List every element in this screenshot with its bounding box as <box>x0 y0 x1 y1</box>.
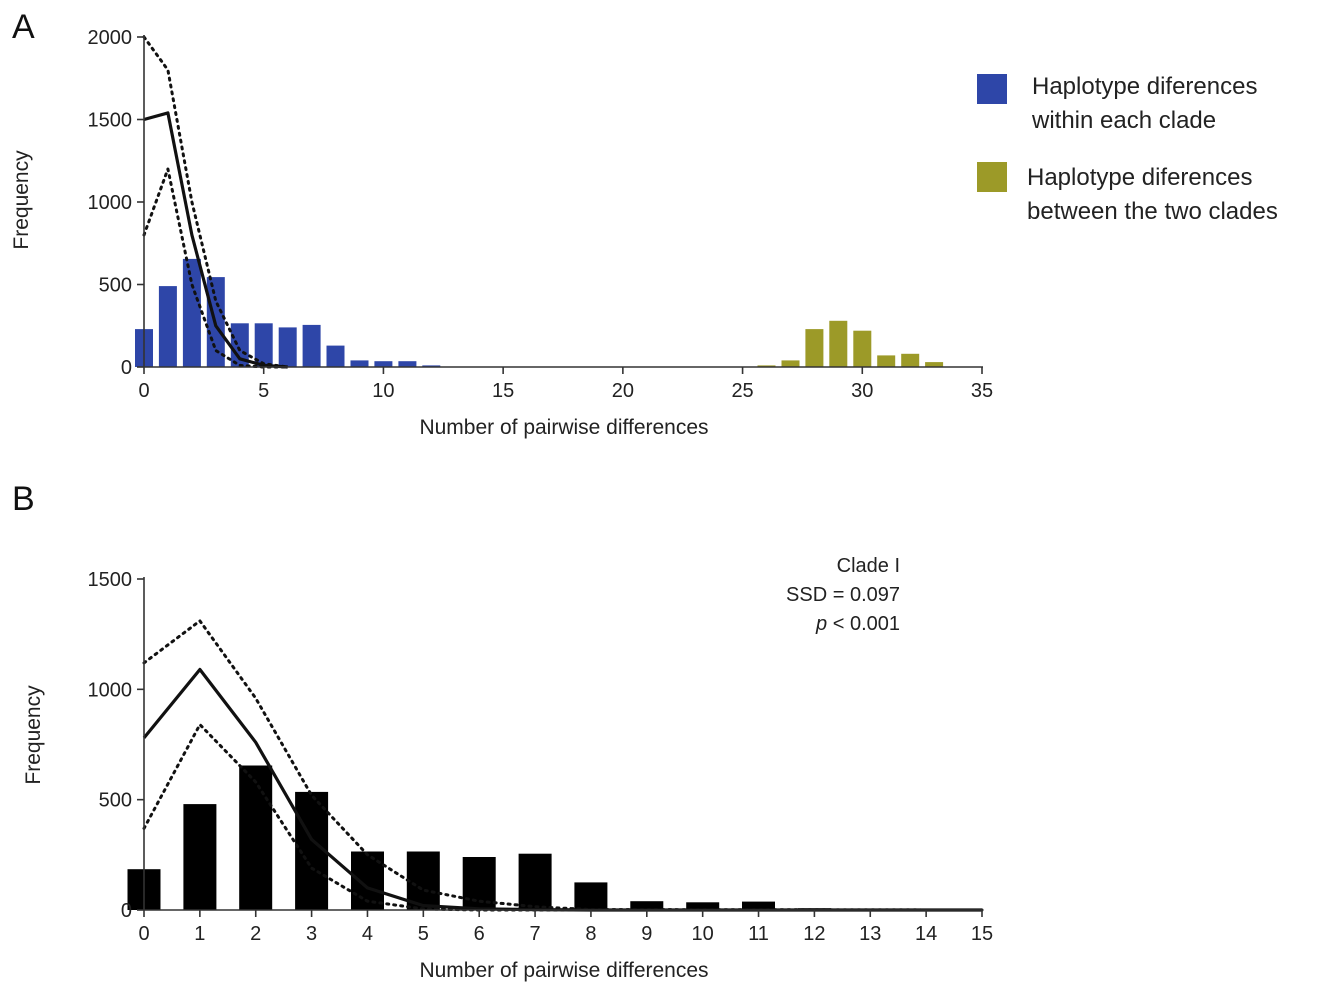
line-upper-bound <box>142 35 290 369</box>
bar-s0-x8 <box>574 882 608 910</box>
y-tick-label: 1500 <box>88 569 133 591</box>
x-tick-label: 0 <box>138 380 149 402</box>
bar-s0-x1 <box>183 804 217 910</box>
x-tick-label: 10 <box>372 380 394 402</box>
y-tick-label: 1000 <box>88 679 133 701</box>
x-tick-label: 14 <box>915 923 937 945</box>
bar-s0-x7 <box>302 324 321 367</box>
x-tick-label: 30 <box>851 380 873 402</box>
x-tick-label: 11 <box>748 923 769 945</box>
bar-s1-x27 <box>781 360 800 367</box>
bar-s0-x10 <box>686 902 720 910</box>
panel-b-x-axis-title: Number of pairwise differences <box>419 959 708 982</box>
x-tick-label: 10 <box>692 923 714 945</box>
x-tick-label: 25 <box>731 380 753 402</box>
bar-s0-x11 <box>742 901 775 910</box>
bar-s1-x30 <box>853 330 872 367</box>
x-tick-label: 15 <box>492 380 514 402</box>
bar-s1-x33 <box>925 362 944 367</box>
annotation-p-value: p < 0.001 <box>815 613 900 635</box>
x-tick-label: 3 <box>306 923 317 945</box>
bar-s0-x7 <box>518 853 552 910</box>
y-tick-label: 500 <box>99 275 132 297</box>
bar-s1-x29 <box>829 320 848 367</box>
legend-label-between-clades-line1: Haplotype diferences <box>1027 164 1252 191</box>
panel-b-annotation: Clade I SSD = 0.097 p < 0.001 <box>786 555 900 635</box>
x-tick-label: 35 <box>971 380 993 402</box>
bar-s1-x32 <box>901 353 920 367</box>
bar-s1-x28 <box>805 329 824 367</box>
x-tick-label: 1 <box>194 923 205 945</box>
bar-s0-x8 <box>326 345 345 367</box>
y-tick-label: 1000 <box>88 192 133 214</box>
panel-a-axes: 0 500 1000 1500 2000 0 5 10 15 20 25 30 35 <box>88 27 994 402</box>
panel-a-label: A <box>12 8 35 46</box>
x-tick-label: 5 <box>258 380 269 402</box>
panel-b-y-axis-title: Frequency <box>22 685 45 785</box>
y-tick-label: 0 <box>121 900 132 922</box>
annotation-p-rest: < 0.001 <box>827 613 900 635</box>
legend-label-within-clade-line2: within each clade <box>1031 107 1216 134</box>
x-tick-label: 2 <box>250 923 261 945</box>
x-tick-label: 20 <box>612 380 634 402</box>
legend-swatch-within-clade <box>977 74 1007 104</box>
panel-a: A 0 500 1000 1500 2000 0 5 10 15 20 25 30 35 Number … <box>10 8 1278 439</box>
line-expected <box>143 111 288 369</box>
bar-s0-x2 <box>182 258 201 367</box>
bar-s0-x9 <box>630 901 664 910</box>
bar-s0-x5 <box>406 851 440 910</box>
y-tick-label: 0 <box>121 357 132 379</box>
panel-a-x-axis-title: Number of pairwise differences <box>419 416 708 439</box>
annotation-clade: Clade I <box>837 555 900 577</box>
annotation-p-symbol: p <box>815 613 827 635</box>
panel-a-y-axis-title: Frequency <box>10 150 33 250</box>
y-tick-label: 2000 <box>88 27 133 49</box>
bar-s1-x31 <box>877 355 896 367</box>
annotation-ssd: SSD = 0.097 <box>786 584 900 606</box>
x-tick-label: 5 <box>418 923 429 945</box>
x-tick-label: 4 <box>362 923 373 945</box>
x-tick-label: 9 <box>641 923 652 945</box>
y-tick-label: 1500 <box>88 110 133 132</box>
legend-swatch-between-clades <box>977 162 1007 192</box>
bar-s0-x4 <box>230 323 249 367</box>
x-tick-label: 7 <box>530 923 541 945</box>
x-tick-label: 12 <box>803 923 825 945</box>
y-tick-label: 500 <box>99 790 132 812</box>
x-tick-label: 15 <box>971 923 993 945</box>
bar-s0-x9 <box>350 360 369 367</box>
bar-s0-x6 <box>278 327 297 367</box>
x-tick-label: 8 <box>585 923 596 945</box>
bar-s0-x2 <box>239 765 273 910</box>
bar-s0-x5 <box>254 323 273 367</box>
panel-b-bars <box>127 765 887 910</box>
bar-s0-x11 <box>398 361 417 367</box>
bar-s0-x10 <box>374 361 393 367</box>
bar-s0-x1 <box>158 286 177 367</box>
panel-b-label: B <box>12 480 35 518</box>
x-tick-label: 13 <box>859 923 881 945</box>
panel-a-bars <box>135 258 944 367</box>
line-upper-bound <box>142 619 984 912</box>
x-tick-label: 0 <box>138 923 149 945</box>
legend-label-between-clades-line2: between the two clades <box>1027 198 1278 225</box>
legend-label-within-clade-line1: Haplotype diferences <box>1032 73 1257 100</box>
x-tick-label: 6 <box>474 923 485 945</box>
panel-a-legend: Haplotype diferences within each clade H… <box>977 73 1278 225</box>
